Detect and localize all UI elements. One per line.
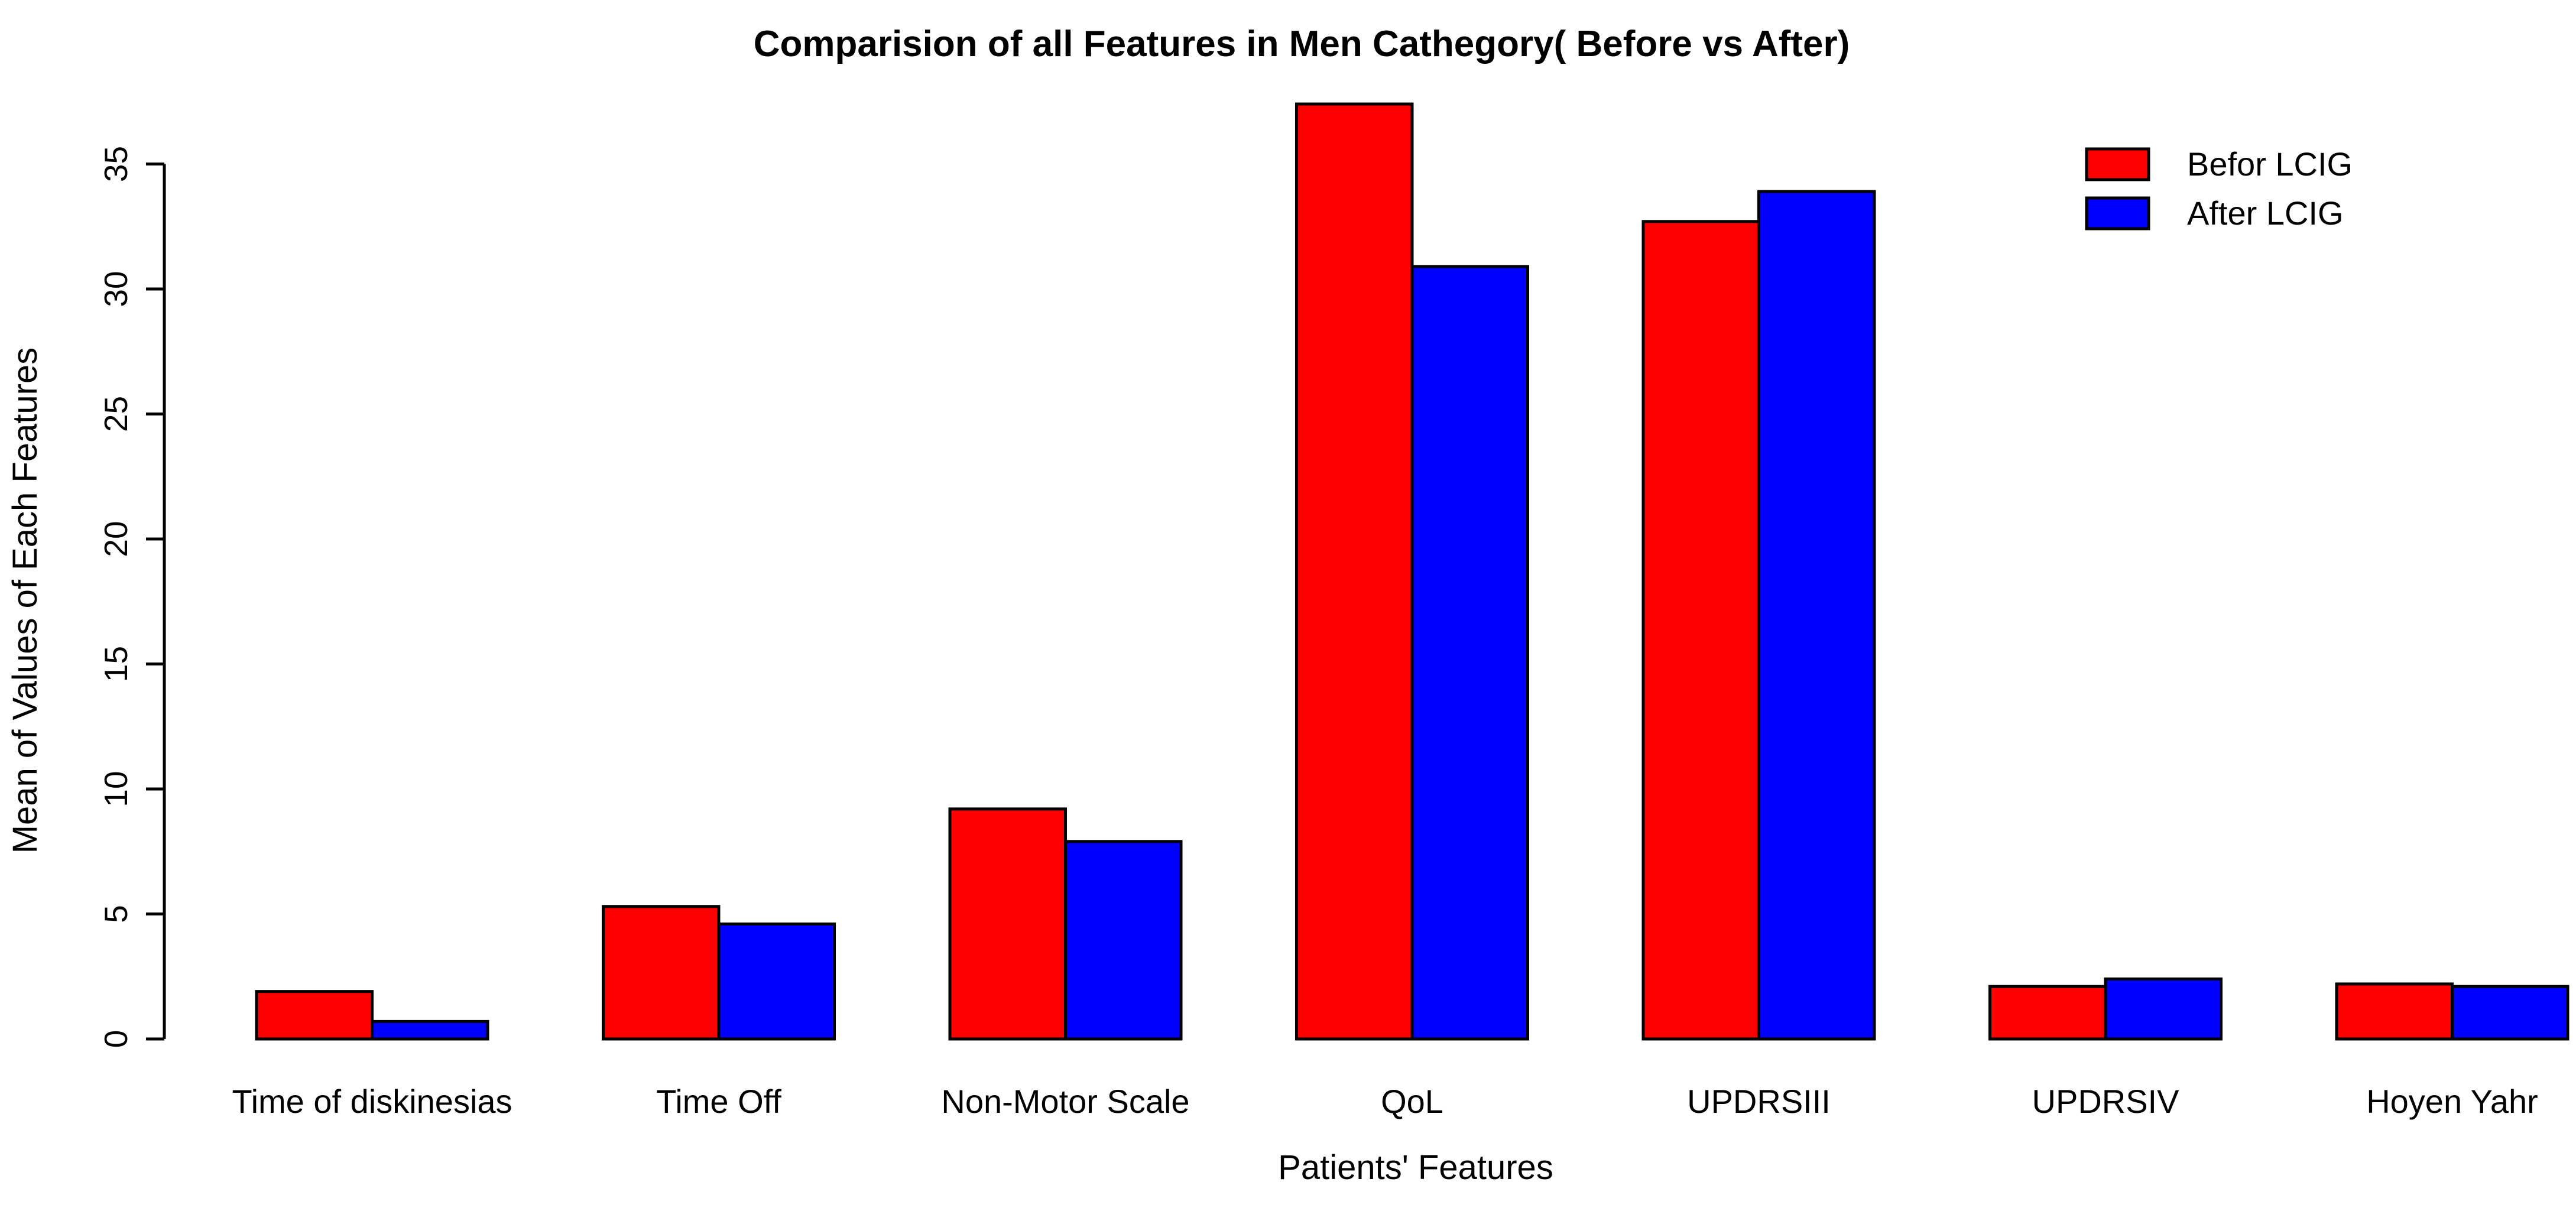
chart-title: Comparision of all Features in Men Cathe… [754, 24, 1850, 64]
y-axis-tick-label: 25 [98, 396, 134, 432]
x-axis-title: Patients' Features [1278, 1148, 1553, 1187]
x-category-label: Time of diskinesias [232, 1083, 512, 1120]
y-axis-tick-label: 0 [98, 1030, 134, 1048]
y-axis-tick-label: 35 [98, 146, 134, 182]
bar-befor-lcig [1988, 985, 2107, 1041]
x-category-label: UPDRSIV [2032, 1083, 2180, 1120]
y-axis-tick-label: 20 [98, 521, 134, 557]
bar-after-lcig [1064, 840, 1183, 1041]
x-category-label: Non-Motor Scale [941, 1083, 1189, 1120]
legend: Befor LCIG After LCIG [2085, 145, 2353, 232]
bar-after-lcig [2451, 985, 2569, 1041]
y-axis-tick-label: 15 [98, 646, 134, 682]
plot-area: 0 5 10 15 20 25 30 35 Time of diskinesias Time Of… [98, 102, 2569, 1120]
y-axis-title: Mean of Values of Each Features [6, 348, 44, 854]
x-category-label: UPDRSIII [1687, 1083, 1831, 1120]
bar-befor-lcig [255, 990, 374, 1041]
y-axis-tick-label: 5 [98, 905, 134, 923]
x-category-label: QoL [1381, 1083, 1443, 1120]
x-category-label: Time Off [656, 1083, 781, 1120]
bar-befor-lcig [948, 807, 1067, 1041]
bar-befor-lcig [1295, 102, 1414, 1041]
bar-after-lcig [371, 1019, 489, 1041]
bar-befor-lcig [2335, 982, 2454, 1041]
bar-after-lcig [2104, 977, 2223, 1041]
legend-swatch-after-lcig [2085, 196, 2150, 230]
bar-after-lcig [717, 922, 836, 1041]
y-axis-tick-label: 10 [98, 771, 134, 807]
y-axis-tick-label: 30 [98, 271, 134, 307]
legend-swatch-befor-lcig [2085, 147, 2150, 181]
bar-after-lcig [1410, 265, 1529, 1041]
x-category-label: Hoyen Yahr [2366, 1083, 2538, 1120]
legend-label-after-lcig: After LCIG [2187, 194, 2344, 232]
bar-befor-lcig [602, 905, 721, 1041]
bar-befor-lcig [1641, 220, 1760, 1041]
legend-label-befor-lcig: Befor LCIG [2187, 145, 2353, 183]
bar-after-lcig [1757, 190, 1876, 1041]
